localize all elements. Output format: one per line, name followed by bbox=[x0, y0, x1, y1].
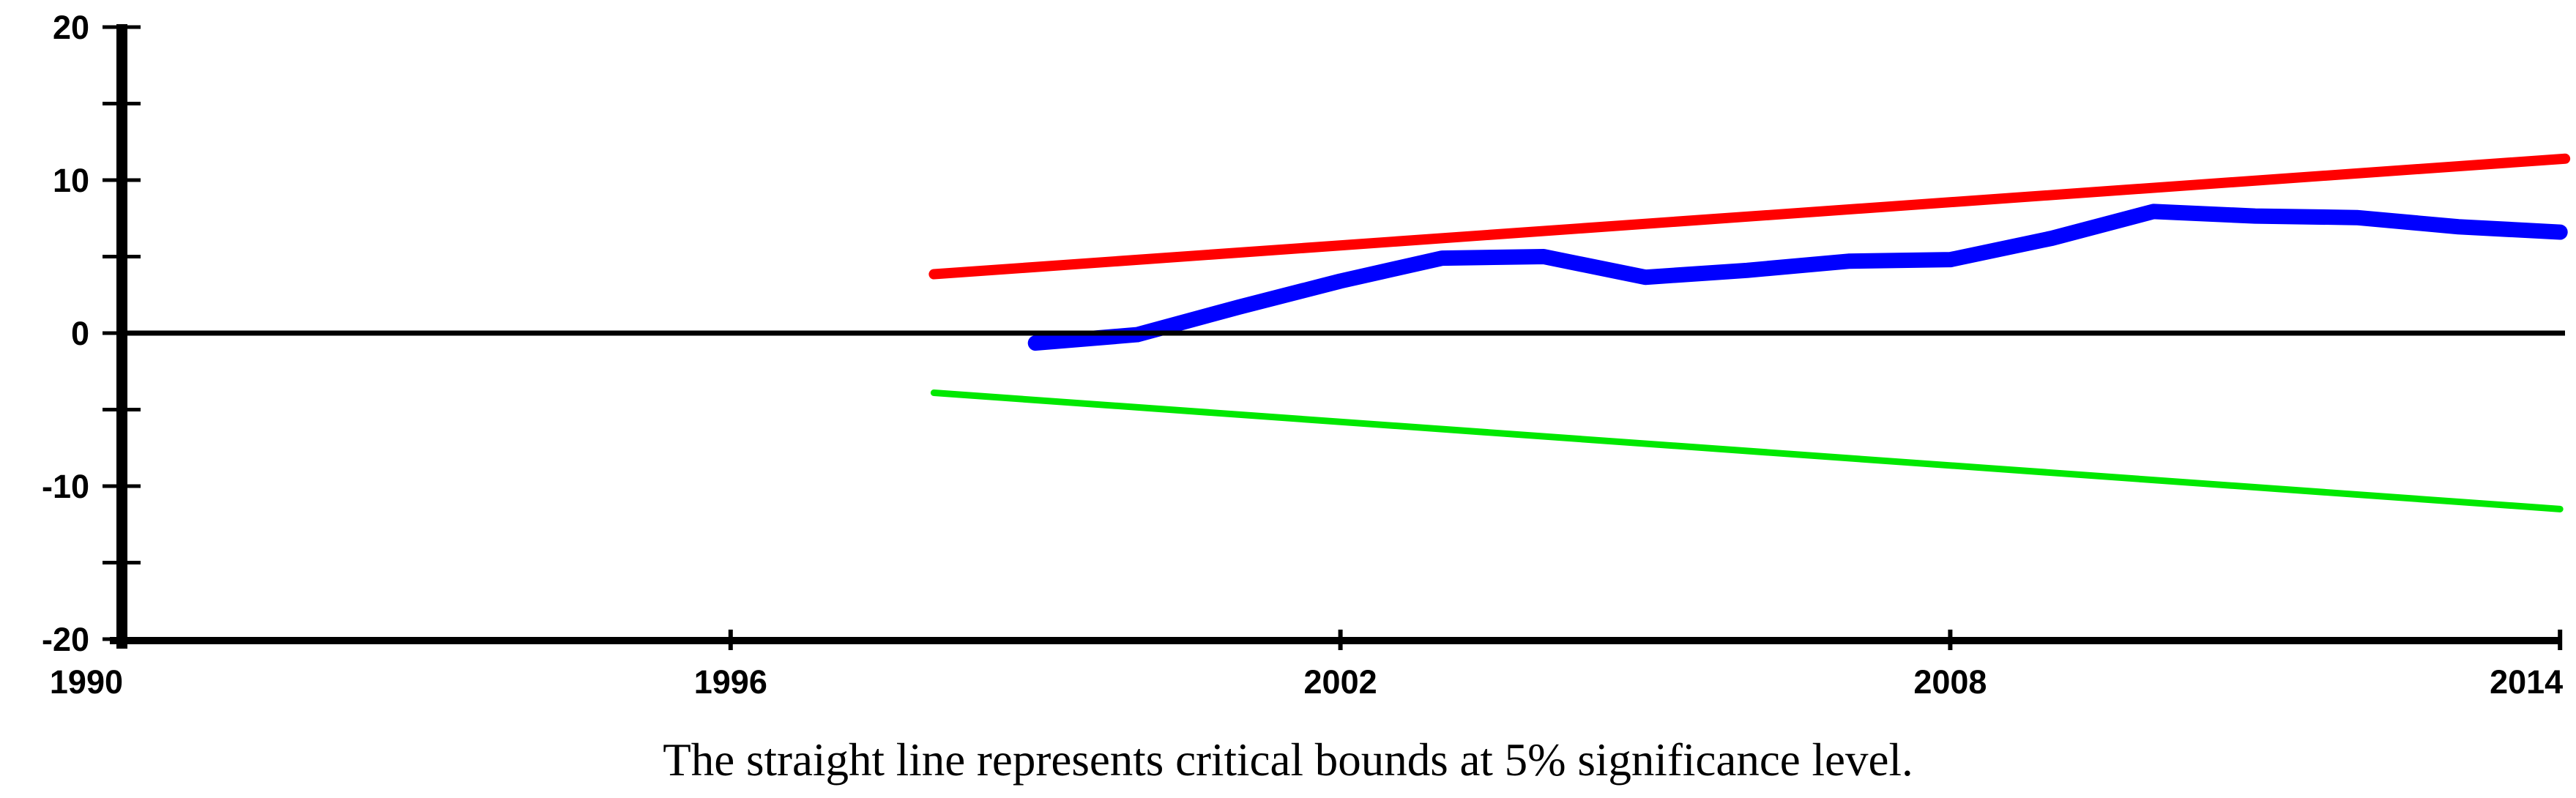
y-tick-label: -20 bbox=[42, 621, 89, 658]
y-tick-label: 10 bbox=[53, 162, 89, 199]
series-line-lower-critical-bound bbox=[930, 389, 2564, 512]
x-tick-label: 1990 bbox=[50, 663, 123, 701]
series-line-cusum-statistic bbox=[1027, 204, 2568, 351]
y-tick-label: 0 bbox=[71, 315, 89, 352]
y-tick-label: -10 bbox=[42, 468, 89, 505]
caption: The straight line represents critical bo… bbox=[663, 734, 1913, 786]
series-line-upper-critical-bound bbox=[928, 153, 2571, 280]
x-tick-label: 2014 bbox=[2490, 663, 2563, 701]
x-tick-label: 2002 bbox=[1304, 663, 1377, 701]
x-tick-label: 1996 bbox=[694, 663, 767, 701]
x-tick-label: 2008 bbox=[1913, 663, 1987, 701]
y-tick-label: 20 bbox=[53, 9, 89, 46]
